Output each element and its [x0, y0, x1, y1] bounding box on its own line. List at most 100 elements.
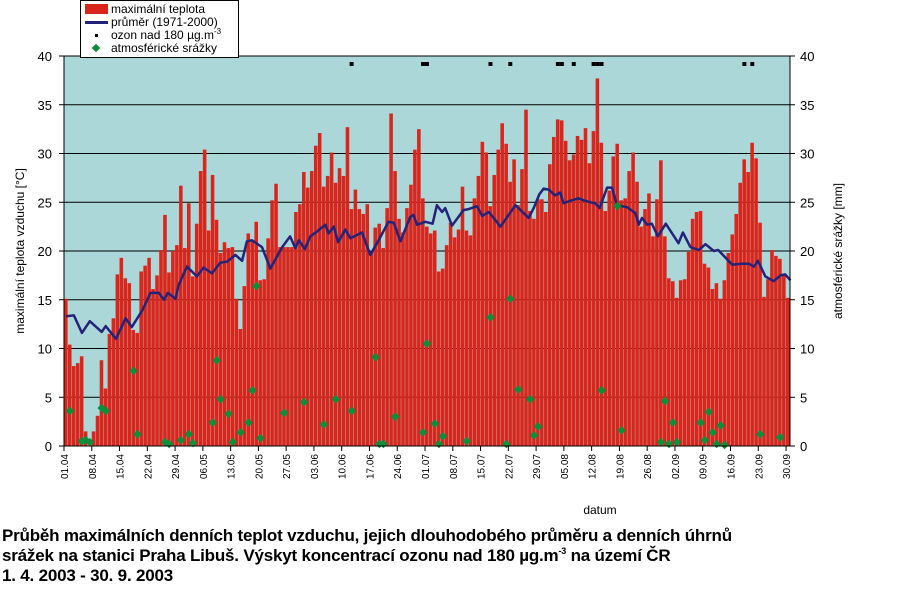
x-tick-label: 10.06	[338, 454, 349, 479]
x-tick-label: 02.09	[671, 454, 682, 479]
temp-bar	[635, 181, 639, 446]
temp-bar	[667, 278, 671, 446]
legend-item-max-temp: maximální teplota	[85, 2, 205, 16]
temp-bar	[456, 229, 461, 446]
temp-bar	[377, 223, 381, 446]
temp-bar	[234, 298, 239, 446]
temp-bar	[385, 208, 389, 446]
ozone-marker	[421, 62, 425, 66]
caption-line-2: srážek na stanici Praha Libuš. Výskyt ko…	[2, 546, 732, 566]
temp-bar	[770, 250, 774, 446]
precip-marker	[347, 406, 356, 416]
x-tick-label: 12.08	[588, 454, 599, 479]
temp-bar	[107, 333, 112, 447]
y2-tick-label: 0	[800, 439, 807, 454]
temp-bar	[397, 218, 401, 446]
temp-bar	[115, 274, 120, 446]
avg-temp-line	[65, 186, 792, 341]
temp-bar	[381, 248, 385, 446]
temp-bar	[298, 204, 302, 446]
precip-marker	[133, 430, 142, 439]
temp-bar	[532, 218, 536, 446]
precip-marker	[430, 419, 440, 428]
precip-marker	[319, 420, 329, 429]
legend-item-avg: průměr (1971-2000)	[85, 15, 218, 29]
temp-bar	[95, 415, 100, 446]
x-tick-label: 20.05	[254, 454, 265, 479]
temp-bar	[127, 283, 132, 446]
precip-marker	[129, 366, 138, 376]
temp-bar	[175, 245, 179, 446]
temp-bar	[694, 212, 699, 446]
temp-bar	[238, 329, 243, 446]
temp-bar	[242, 286, 247, 446]
ozone-marker	[742, 62, 747, 66]
temp-bar	[726, 252, 731, 446]
precip-marker	[529, 431, 539, 440]
y2-tick-label: 5	[800, 390, 807, 405]
temp-bar	[258, 280, 262, 446]
precip-marker	[216, 394, 225, 404]
caption-line-1: Průběh maximálních denních teplot vzduch…	[2, 526, 732, 545]
precip-marker	[371, 353, 380, 362]
temp-bar	[734, 213, 739, 446]
temp-bar	[460, 186, 465, 446]
temp-bar	[607, 190, 612, 446]
x-tick-label: 15.07	[477, 454, 488, 479]
y-tick-label: 40	[38, 49, 52, 64]
temp-bar	[286, 247, 290, 446]
temp-bar	[67, 344, 72, 446]
temp-bar	[194, 223, 199, 446]
plot-frame	[63, 55, 791, 447]
temp-bar	[123, 278, 128, 446]
temp-bar	[361, 213, 366, 446]
temp-bar	[428, 233, 433, 446]
x-tick-label: 29.04	[171, 454, 182, 479]
precip-marker	[65, 406, 75, 416]
temp-bar	[551, 136, 556, 446]
temp-bar	[250, 240, 255, 446]
x-tick-label: 15.04	[116, 454, 127, 479]
temp-bar	[71, 366, 76, 446]
temp-bar	[417, 129, 421, 447]
x-tick-label: 17.06	[365, 454, 376, 479]
temp-bar	[686, 251, 691, 446]
y2-tick-label: 30	[800, 147, 814, 162]
precip-marker	[176, 435, 186, 445]
x-tick-label: 01.07	[421, 454, 432, 479]
temp-bar	[159, 250, 163, 446]
caption-superscript: -3	[558, 546, 567, 556]
temp-bar	[440, 268, 445, 446]
precip-marker	[212, 355, 221, 365]
legend-ozone-text: ozon nad 180 µg.m	[111, 28, 214, 42]
temp-bar	[472, 198, 477, 446]
temp-bar	[631, 152, 635, 446]
x-tick-label: 09.09	[699, 454, 710, 479]
temp-bar	[167, 272, 171, 446]
ozone-marker	[508, 62, 513, 66]
legend-label: atmosférické srážky	[111, 41, 218, 55]
y2-tick-label: 35	[800, 98, 814, 113]
x-tick-label: 24.06	[393, 454, 404, 479]
y2-tick-label: 40	[800, 49, 814, 64]
ozone-marker	[425, 62, 429, 66]
y-tick-label: 30	[38, 147, 52, 162]
y2-tick-label: 10	[800, 342, 814, 357]
precip-marker	[208, 418, 218, 427]
y-tick-label: 35	[38, 98, 52, 113]
x-axis-title: datum	[583, 503, 616, 517]
temp-bar	[135, 332, 139, 446]
temp-bar	[389, 113, 393, 447]
y-tick-label: 25	[38, 195, 52, 210]
x-tick-label: 27.05	[282, 454, 293, 479]
figure-caption: Průběh maximálních denních teplot vzduch…	[2, 526, 732, 586]
temp-bar	[147, 257, 151, 446]
temp-bar	[254, 221, 258, 446]
temp-bar	[294, 212, 298, 446]
precip-marker	[716, 421, 725, 430]
y2-tick-label: 20	[800, 244, 814, 259]
temp-bar	[365, 204, 370, 446]
temp-bar	[670, 281, 675, 446]
x-tick-label: 13.05	[227, 454, 238, 479]
precip-marker	[756, 430, 765, 439]
